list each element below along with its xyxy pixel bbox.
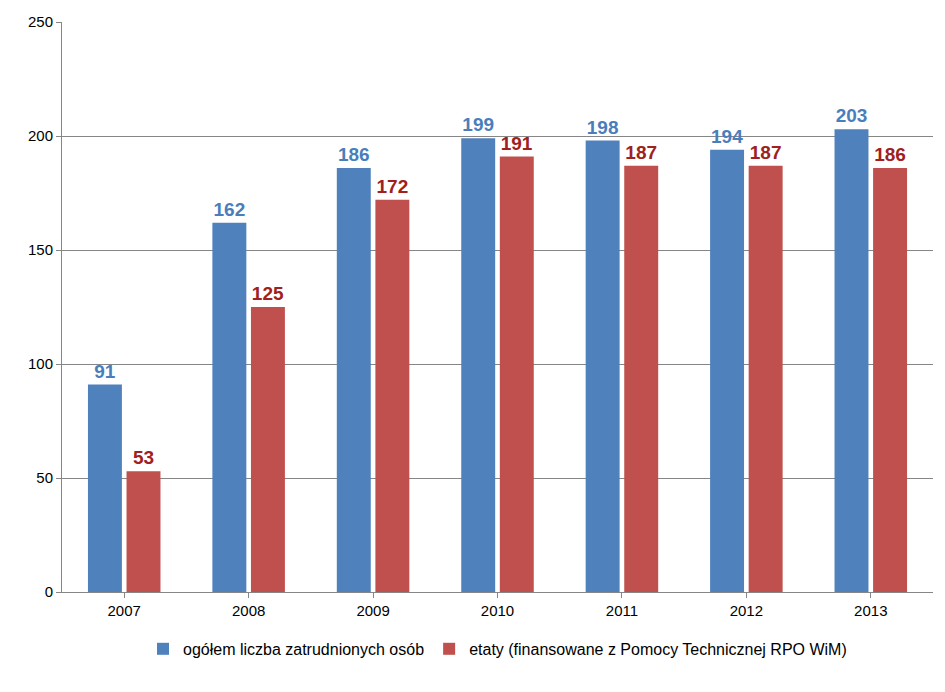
svg-text:etaty (finansowane z Pomocy Te: etaty (finansowane z Pomocy Technicznej … [469,641,847,658]
svg-text:0: 0 [45,583,53,600]
svg-text:ogółem liczba zatrudnionych os: ogółem liczba zatrudnionych osób [183,641,424,658]
svg-text:50: 50 [36,469,53,486]
svg-text:53: 53 [133,447,154,468]
svg-text:2008: 2008 [232,602,265,619]
svg-text:187: 187 [750,142,782,163]
svg-text:194: 194 [711,126,743,147]
svg-text:125: 125 [252,283,284,304]
svg-text:2012: 2012 [730,602,763,619]
svg-text:2011: 2011 [606,602,638,619]
svg-text:250: 250 [28,13,53,30]
svg-text:2007: 2007 [108,602,141,619]
svg-text:2009: 2009 [356,602,389,619]
svg-text:172: 172 [377,176,409,197]
svg-text:187: 187 [625,142,657,163]
svg-text:200: 200 [28,127,53,144]
svg-text:162: 162 [214,199,246,220]
svg-text:186: 186 [338,144,370,165]
svg-text:91: 91 [94,361,116,382]
svg-text:2013: 2013 [854,602,887,619]
svg-text:100: 100 [28,355,53,372]
svg-text:2010: 2010 [481,602,514,619]
svg-text:186: 186 [874,144,906,165]
svg-text:203: 203 [836,105,868,126]
svg-text:198: 198 [587,117,619,138]
svg-text:191: 191 [501,133,533,154]
svg-text:150: 150 [28,241,53,258]
svg-text:199: 199 [462,114,494,135]
